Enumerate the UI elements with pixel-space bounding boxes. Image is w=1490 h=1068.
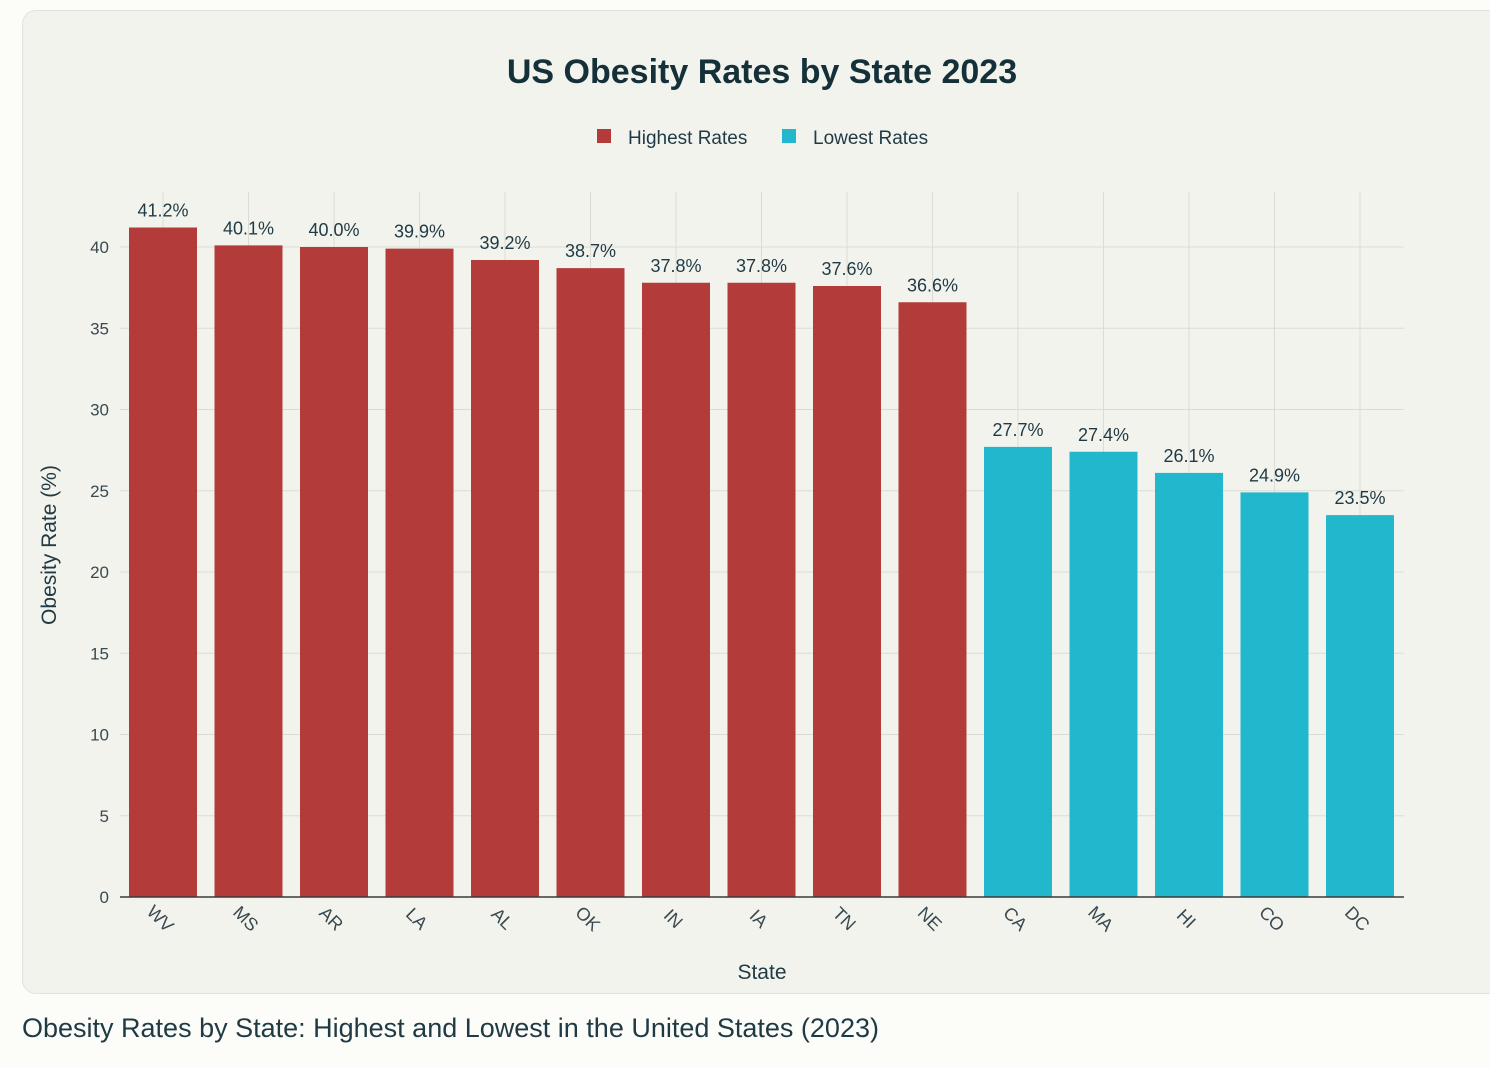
x-tick-label-al: AL	[487, 904, 517, 934]
legend-label-lowest: Lowest Rates	[813, 128, 928, 149]
bar-ia[interactable]	[727, 282, 796, 897]
bar-ca[interactable]	[984, 446, 1052, 897]
bar-ne[interactable]	[898, 302, 967, 897]
y-tick-labels: 0 5 10 15 20 25 30 35 40	[90, 238, 109, 907]
figure-caption: Obesity Rates by State: Highest and Lowe…	[22, 1013, 879, 1043]
x-tick-label-hi: HI	[1173, 905, 1200, 932]
value-label-ne: 36.6%	[907, 275, 958, 295]
value-label-al: 39.2%	[479, 233, 530, 253]
value-label-co: 24.9%	[1249, 465, 1300, 485]
legend-swatch-highest	[597, 129, 611, 143]
value-label-dc: 23.5%	[1334, 488, 1385, 508]
bar-ok[interactable]	[556, 268, 625, 897]
y-tick-label: 40	[90, 238, 109, 257]
chart-bars	[129, 227, 1394, 898]
x-tick-label-la: LA	[402, 904, 432, 934]
x-tick-label-ms: MS	[229, 902, 262, 935]
x-tick-label-ma: MA	[1084, 902, 1117, 935]
value-label-tn: 37.6%	[821, 259, 872, 279]
bar-dc[interactable]	[1326, 515, 1394, 897]
value-label-la: 39.9%	[394, 222, 445, 242]
x-tick-label-co: CO	[1255, 902, 1288, 935]
value-label-ma: 27.4%	[1078, 425, 1129, 445]
x-axis-title: State	[737, 961, 786, 984]
x-tick-labels: WV MS AR LA AL OK IN IA TN NE CA MA HI CO DC	[143, 901, 1374, 936]
legend-label-highest: Highest Rates	[628, 128, 747, 149]
y-tick-label: 0	[100, 888, 109, 907]
x-tick-label-ne: NE	[914, 903, 946, 935]
bar-ar[interactable]	[300, 247, 368, 897]
x-tick-label-tn: TN	[829, 903, 860, 934]
chart-title: US Obesity Rates by State 2023	[507, 53, 1017, 91]
bar-tn[interactable]	[813, 286, 881, 897]
y-tick-label: 35	[90, 319, 109, 338]
value-label-ok: 38.7%	[565, 241, 616, 261]
value-label-in: 37.8%	[650, 256, 701, 276]
bar-wv[interactable]	[129, 227, 197, 898]
value-label-ar: 40.0%	[308, 220, 359, 240]
x-tick-label-dc: DC	[1341, 902, 1374, 935]
legend-swatch-lowest	[782, 129, 796, 143]
x-tick-label-ar: AR	[315, 903, 347, 935]
bar-ma[interactable]	[1069, 451, 1138, 897]
y-tick-label: 25	[90, 482, 109, 501]
value-label-ca: 27.7%	[992, 420, 1043, 440]
value-label-wv: 41.2%	[137, 201, 188, 221]
x-tick-label-in: IN	[660, 905, 687, 932]
y-tick-label: 20	[90, 563, 109, 582]
y-tick-label: 15	[90, 644, 109, 663]
value-label-ms: 40.1%	[223, 218, 274, 238]
bar-ms[interactable]	[214, 245, 283, 897]
y-axis-title: Obesity Rate (%)	[38, 465, 61, 625]
value-label-ia: 37.8%	[736, 256, 787, 276]
bar-la[interactable]	[385, 248, 454, 897]
x-tick-label-wv: WV	[143, 901, 178, 936]
bar-chart: US Obesity Rates by State 2023 Highest R…	[38, 53, 1404, 984]
chart-value-labels: 41.2% 40.1% 40.0% 39.9% 39.2% 38.7% 37.8% 37.8%…	[137, 201, 1385, 509]
y-tick-label: 30	[90, 401, 109, 420]
bar-in[interactable]	[642, 282, 710, 897]
bar-co[interactable]	[1240, 492, 1309, 897]
y-tick-label: 5	[100, 807, 109, 826]
x-tick-label-ca: CA	[999, 903, 1031, 935]
bar-hi[interactable]	[1155, 472, 1223, 897]
bar-al[interactable]	[471, 260, 539, 897]
y-tick-label: 10	[90, 726, 109, 745]
value-label-hi: 26.1%	[1163, 446, 1214, 466]
x-tick-label-ok: OK	[571, 902, 604, 935]
chart-legend: Highest Rates Lowest Rates	[597, 128, 928, 149]
x-tick-label-ia: IA	[746, 906, 772, 932]
